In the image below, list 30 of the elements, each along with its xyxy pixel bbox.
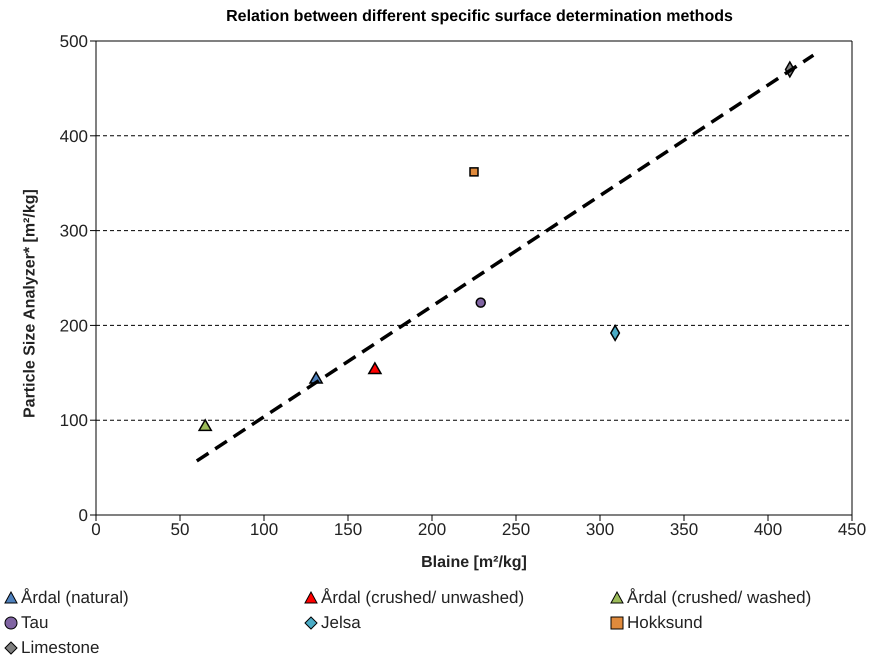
point: [368, 362, 382, 374]
point: [475, 297, 486, 308]
legend-label: Hokksund: [627, 612, 703, 632]
y-tick-label: 300: [60, 222, 88, 241]
legend-label: Limestone: [21, 638, 100, 658]
x-tick-label: 0: [91, 520, 101, 540]
x-tick-label: 150: [334, 520, 362, 540]
x-axis-title: Blaine [m²/kg]: [421, 554, 527, 571]
point: [198, 419, 212, 432]
y-tick-label: 500: [60, 32, 88, 52]
x-tick-label: 350: [670, 520, 698, 540]
x-tick-label: 50: [170, 520, 190, 540]
x-tick-label: 450: [838, 520, 866, 540]
point: [469, 167, 479, 177]
y-tick-label: 0: [78, 506, 88, 526]
legend-label: Årdal (crushed/ washed): [627, 588, 812, 608]
legend-label: Jelsa: [321, 612, 361, 632]
legend-label: Tau: [21, 612, 48, 632]
chart-title: Relation between different specific surface determination methods: [225, 8, 734, 27]
legend-label: Årdal (natural): [21, 588, 129, 608]
y-tick-label: 400: [60, 126, 88, 146]
legend-label: Årdal (crushed/ unwashed): [321, 588, 524, 608]
y-tick-label: 200: [60, 316, 88, 336]
x-tick-label: 300: [586, 520, 614, 540]
x-tick-label: 100: [250, 520, 278, 540]
x-tick-label: 200: [418, 520, 446, 540]
y-tick-label: 100: [60, 411, 88, 430]
x-tick-label: 250: [502, 520, 530, 540]
x-tick-label: 400: [754, 520, 782, 540]
y-axis-title: Particle Size Analyzer* [m²/kg]: [22, 189, 39, 418]
